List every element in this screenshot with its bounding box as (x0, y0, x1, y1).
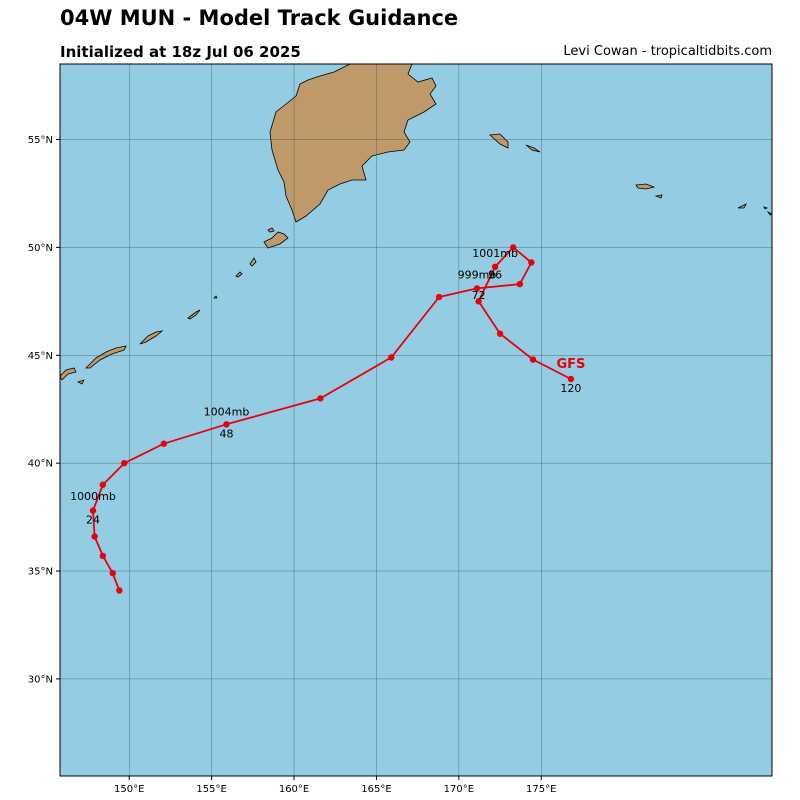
island (267, 227, 275, 233)
model-label: GFS (556, 357, 585, 372)
island (60, 367, 77, 381)
graticule (60, 64, 772, 776)
track-point (516, 280, 524, 288)
track-point (99, 481, 107, 488)
track-point (491, 263, 499, 271)
island (85, 345, 127, 369)
lon-tick-label: 165°E (361, 784, 391, 795)
track-point (116, 587, 123, 594)
chart-title: 04W MUN - Model Track Guidance (60, 6, 459, 30)
island (187, 309, 201, 320)
track-point (388, 354, 395, 361)
track-point (528, 259, 535, 266)
island (737, 203, 747, 209)
island (766, 210, 772, 216)
island (213, 295, 218, 299)
axis-ticks: 30°N 35°N 40°N 45°N 50°N 55°N 150°E 155°E 160°E 1… (28, 135, 557, 795)
island (249, 257, 257, 267)
lat-tick-label: 50°N (28, 243, 53, 254)
init-time: Initialized at 18z Jul 06 2025 (60, 43, 301, 61)
lat-tick-label: 40°N (28, 459, 53, 470)
track-annotation: 1004mb (204, 406, 250, 419)
land-layer (60, 64, 772, 385)
track-point (567, 375, 575, 383)
track-labels: 1000mb 24 1004mb 48 999mb 72 1001mb 96 120 GFS (70, 247, 585, 526)
ocean (60, 64, 772, 776)
gfs-track (89, 244, 575, 594)
track-point (435, 293, 443, 301)
track-annotation: 48 (219, 427, 233, 440)
lon-tick-label: 170°E (444, 784, 474, 795)
track-annotation: 72 (472, 289, 486, 302)
kamchatka-land (269, 64, 437, 223)
track-annotation: 24 (86, 514, 100, 527)
lat-tick-label: 45°N (28, 351, 53, 362)
island (654, 194, 663, 199)
lat-tick-label: 30°N (28, 674, 53, 685)
lon-tick-label: 155°E (196, 784, 226, 795)
island (76, 379, 85, 385)
track-point (223, 421, 230, 428)
track-point (473, 285, 481, 292)
island (139, 330, 164, 345)
lon-tick-label: 160°E (279, 784, 309, 795)
track-point (496, 330, 504, 337)
track-annotation: 120 (560, 382, 581, 395)
track-point (475, 298, 482, 305)
map-frame (59, 63, 773, 777)
island (525, 144, 541, 153)
track-point (121, 459, 128, 467)
island (489, 133, 509, 149)
island (235, 271, 243, 278)
track-annotation: 999mb (458, 269, 497, 282)
track-point (91, 533, 98, 540)
lat-tick-label: 35°N (28, 567, 53, 578)
credit-text: Levi Cowan - tropicaltidbits.com (563, 44, 772, 59)
island (763, 206, 769, 210)
lon-tick-label: 150°E (114, 784, 144, 795)
track-annotation: 96 (488, 269, 502, 282)
lon-tick-label: 175°E (526, 784, 556, 795)
track-point (529, 356, 537, 363)
track-point (99, 552, 107, 560)
lat-tick-label: 55°N (28, 135, 53, 146)
track-point (109, 569, 116, 577)
track-point (317, 395, 324, 402)
track-annotation: 1000mb (70, 490, 116, 503)
track-annotation: 1001mb (472, 247, 518, 260)
track-point (160, 440, 168, 447)
track-point (89, 507, 97, 514)
island (635, 183, 656, 190)
track-point (510, 244, 517, 251)
